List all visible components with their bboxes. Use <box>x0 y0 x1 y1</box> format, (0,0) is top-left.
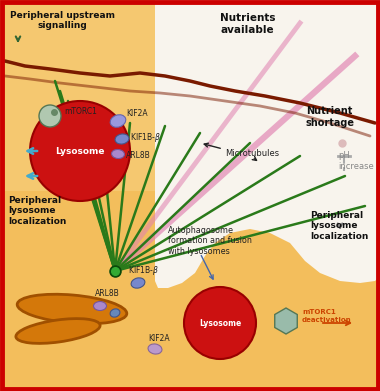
Ellipse shape <box>115 134 129 144</box>
Text: Lysosome: Lysosome <box>55 147 105 156</box>
Polygon shape <box>155 0 380 288</box>
Ellipse shape <box>16 319 100 343</box>
Text: KIF2A: KIF2A <box>126 108 147 118</box>
Ellipse shape <box>131 278 145 288</box>
Bar <box>0 191 380 391</box>
Ellipse shape <box>17 294 127 324</box>
Text: mTORC1
deactivation: mTORC1 deactivation <box>302 310 352 323</box>
Text: Peripheral
lysosome
localization: Peripheral lysosome localization <box>8 196 66 226</box>
Circle shape <box>30 101 130 201</box>
Text: pH
increase: pH increase <box>338 151 374 171</box>
Circle shape <box>39 105 61 127</box>
Text: mTORC1: mTORC1 <box>64 106 97 115</box>
Ellipse shape <box>148 344 162 354</box>
Text: Peripheral upstream
signalling: Peripheral upstream signalling <box>10 11 115 30</box>
Text: Nutrients
available: Nutrients available <box>220 13 276 34</box>
Text: Peripheral
lysosome
localization: Peripheral lysosome localization <box>310 211 368 241</box>
Text: Autophagosome
formation and fusion
with lysosomes: Autophagosome formation and fusion with … <box>168 226 252 256</box>
Circle shape <box>184 287 256 359</box>
Text: ARL8B: ARL8B <box>126 151 151 160</box>
Text: KIF1B-$\beta$: KIF1B-$\beta$ <box>130 131 161 145</box>
Ellipse shape <box>111 149 125 158</box>
Ellipse shape <box>93 301 106 310</box>
Text: Nutrient
shortage: Nutrient shortage <box>305 106 354 127</box>
Ellipse shape <box>110 115 126 127</box>
Ellipse shape <box>110 309 120 317</box>
Text: KIF1B-$\beta$: KIF1B-$\beta$ <box>128 264 159 277</box>
Text: Microtubules: Microtubules <box>225 149 279 158</box>
Text: ARL8B: ARL8B <box>95 289 120 298</box>
Text: KIF2A: KIF2A <box>148 334 169 343</box>
Text: Lysosome: Lysosome <box>199 319 241 328</box>
